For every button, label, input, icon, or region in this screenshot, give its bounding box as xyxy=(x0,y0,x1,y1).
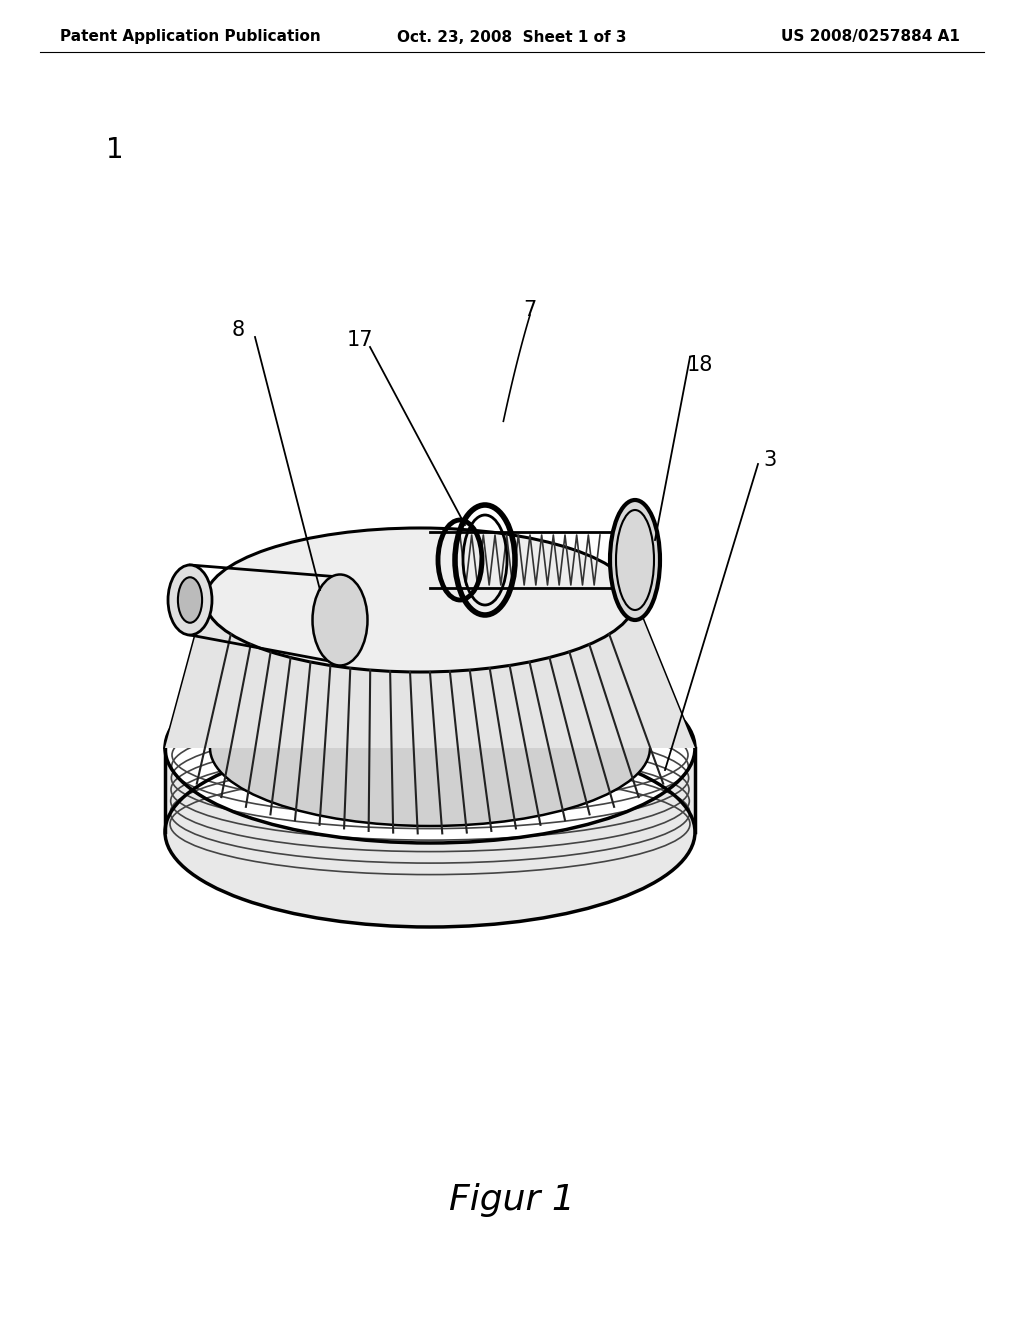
Text: US 2008/0257884 A1: US 2008/0257884 A1 xyxy=(781,29,961,45)
Text: Oct. 23, 2008  Sheet 1 of 3: Oct. 23, 2008 Sheet 1 of 3 xyxy=(397,29,627,45)
Text: 8: 8 xyxy=(231,319,245,341)
Text: 17: 17 xyxy=(347,330,374,350)
Ellipse shape xyxy=(205,528,635,672)
Ellipse shape xyxy=(178,577,202,623)
Polygon shape xyxy=(165,748,695,927)
Text: 3: 3 xyxy=(763,450,776,470)
Text: 18: 18 xyxy=(687,355,713,375)
Text: Figur 1: Figur 1 xyxy=(450,1183,574,1217)
Text: 1: 1 xyxy=(106,136,124,164)
Text: Patent Application Publication: Patent Application Publication xyxy=(60,29,321,45)
Ellipse shape xyxy=(210,671,650,826)
Ellipse shape xyxy=(312,574,368,665)
Ellipse shape xyxy=(624,532,636,587)
Text: 7: 7 xyxy=(523,300,537,319)
Ellipse shape xyxy=(610,500,660,620)
Ellipse shape xyxy=(168,565,212,635)
Polygon shape xyxy=(165,601,695,748)
